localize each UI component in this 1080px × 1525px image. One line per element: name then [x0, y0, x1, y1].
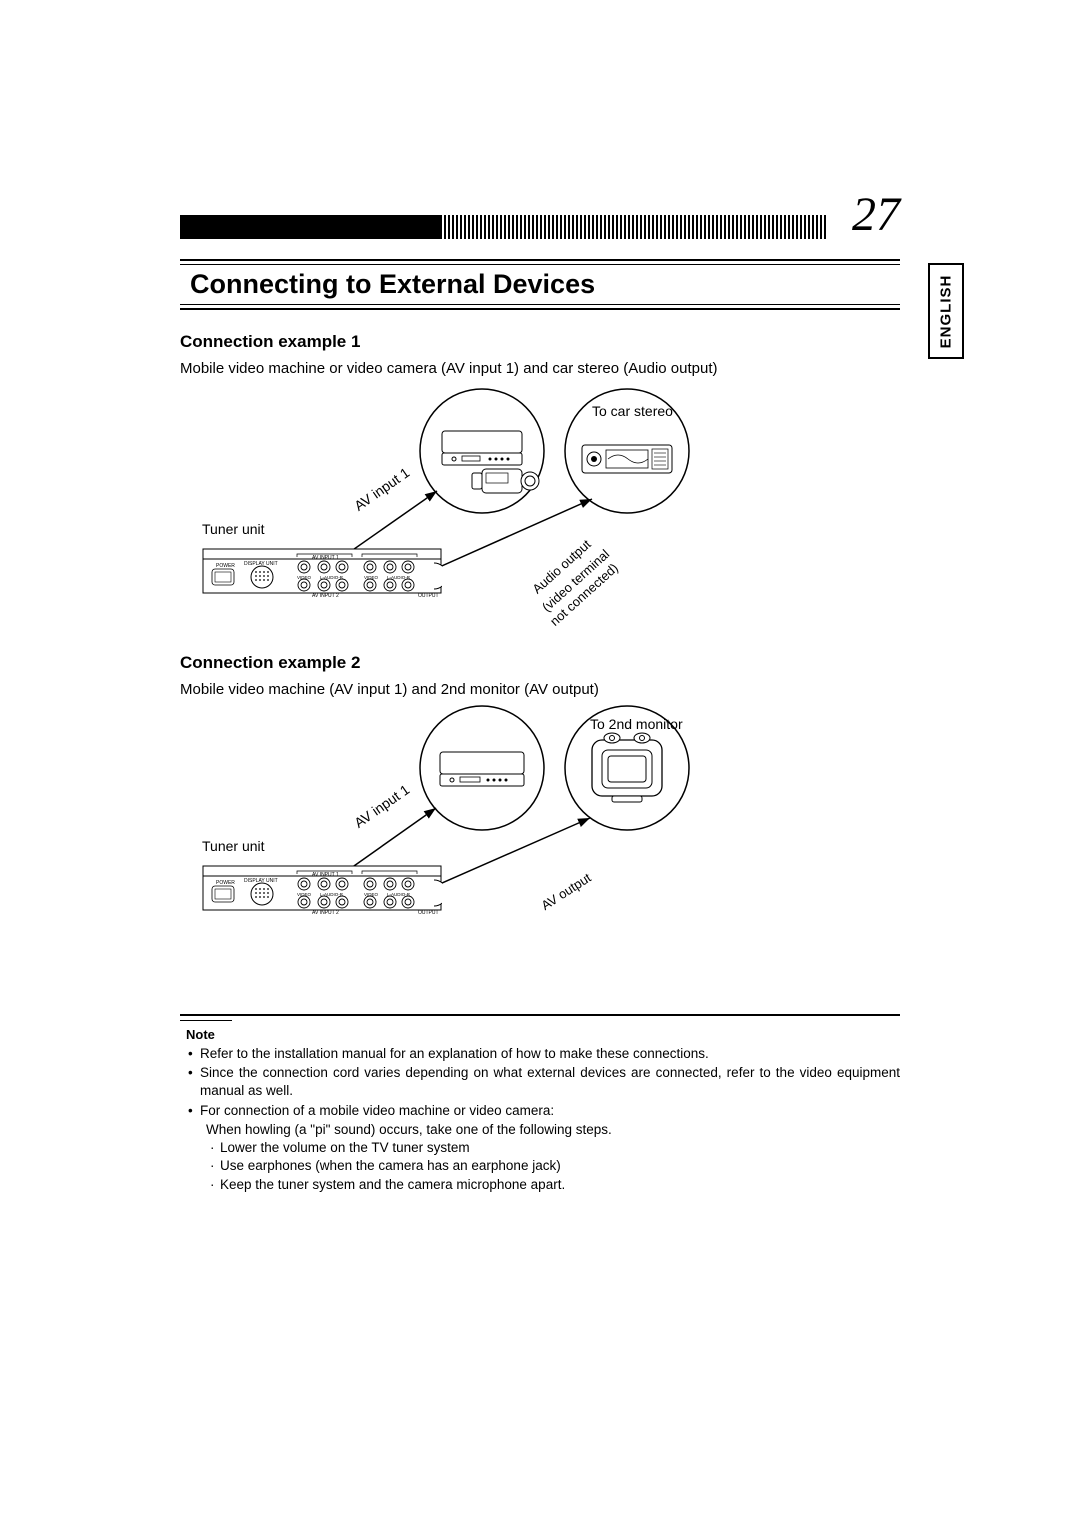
diagram-example1: To car stereo AV input 1 Tuner unit Audi… — [192, 381, 812, 641]
tuner-unit-1: POWER DISPLAY UNIT AV INPUT 1 AV INPUT 2… — [202, 541, 442, 599]
top-decoration-bar: 27 — [180, 205, 900, 253]
example2-heading: Connection example 2 — [180, 653, 900, 673]
note-sub-step: Lower the volume on the TV tuner system — [180, 1139, 900, 1157]
example2-desc: Mobile video machine (AV input 1) and 2n… — [180, 681, 900, 698]
notes-divider-thin — [180, 1020, 232, 1021]
note-item: For connection of a mobile video machine… — [186, 1102, 900, 1120]
page-number: 27 — [852, 187, 900, 242]
note-heading: Note — [186, 1027, 900, 1042]
diagram-example2: To 2nd monitor AV input 1 Tuner unit AV … — [192, 702, 812, 962]
title-inner: Connecting to External Devices — [180, 264, 900, 305]
diagram1-svg — [192, 381, 812, 641]
bar-solid — [180, 215, 440, 239]
bar-hatched — [440, 215, 828, 239]
svg-text:AV INPUT 1: AV INPUT 1 — [312, 555, 339, 561]
note-item: Since the connection cord varies dependi… — [186, 1064, 900, 1100]
svg-text:OUTPUT: OUTPUT — [418, 910, 439, 916]
note-sub-intro: When howling (a "pi" sound) occurs, take… — [180, 1121, 900, 1139]
language-label: ENGLISH — [938, 274, 955, 348]
note-sub-step: Use earphones (when the camera has an ea… — [180, 1157, 900, 1175]
note-item: Refer to the installation manual for an … — [186, 1045, 900, 1063]
label-tuner1: Tuner unit — [202, 521, 265, 537]
label-tuner2: Tuner unit — [202, 838, 265, 854]
manual-page: 27 Connecting to External Devices ENGLIS… — [180, 205, 900, 1194]
svg-text:AV INPUT 2: AV INPUT 2 — [312, 593, 339, 599]
example1-desc: Mobile video machine or video camera (AV… — [180, 360, 900, 377]
svg-text:OUTPUT: OUTPUT — [418, 593, 439, 599]
svg-text:AV INPUT 1: AV INPUT 1 — [312, 872, 339, 878]
note-sub-step: Keep the tuner system and the camera mic… — [180, 1176, 900, 1194]
svg-text:POWER: POWER — [216, 880, 235, 886]
diagram2-svg — [192, 702, 812, 962]
language-tab: ENGLISH — [928, 263, 964, 359]
tuner-unit-2: POWER DISPLAY UNIT AV INPUT 1 AV INPUT 2… — [202, 858, 442, 916]
example1-heading: Connection example 1 — [180, 332, 900, 352]
page-title: Connecting to External Devices — [190, 269, 890, 300]
label-to-2nd-monitor: To 2nd monitor — [590, 716, 683, 732]
notes-divider-thick — [180, 1014, 900, 1016]
svg-text:POWER: POWER — [216, 563, 235, 569]
label-to-car-stereo: To car stereo — [592, 403, 673, 419]
title-bar: Connecting to External Devices — [180, 259, 900, 310]
svg-text:AV INPUT 2: AV INPUT 2 — [312, 910, 339, 916]
note-list: Refer to the installation manual for an … — [186, 1045, 900, 1120]
